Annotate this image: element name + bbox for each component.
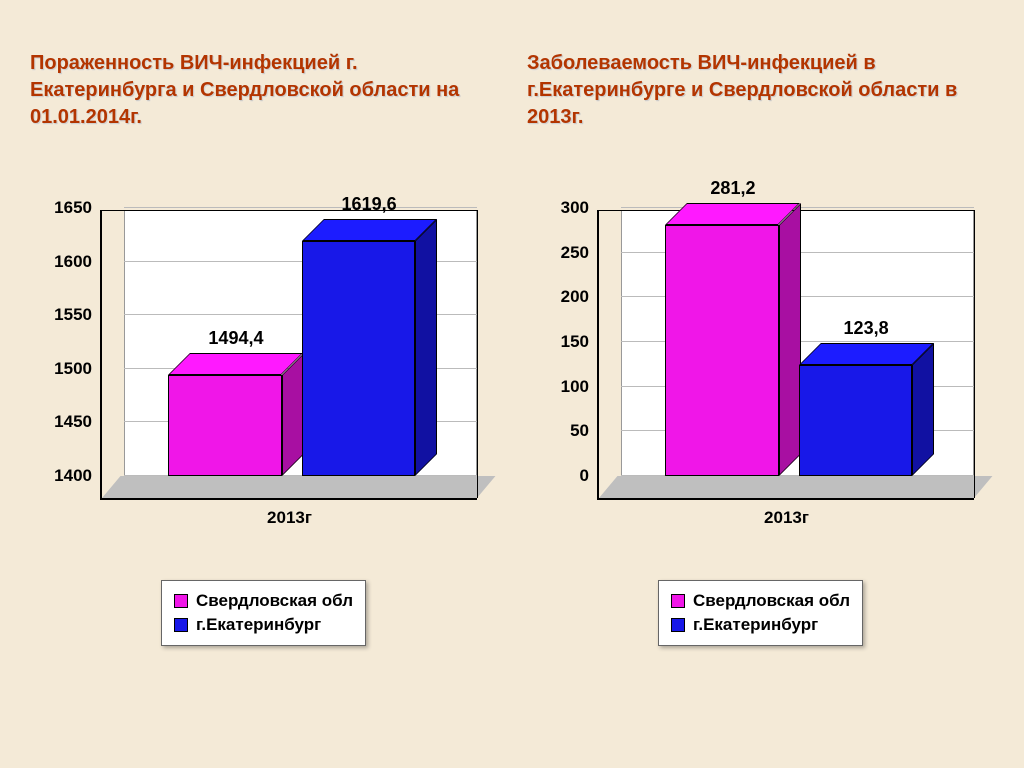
legend-item: Свердловская обл [671, 589, 850, 613]
y-tick-label: 150 [529, 332, 589, 352]
legend-label: г.Екатеринбург [196, 615, 321, 635]
legend-item: Свердловская обл [174, 589, 353, 613]
chart-title-left: Пораженность ВИЧ-инфекцией г. Екатеринбу… [30, 50, 497, 160]
bar-value-label: 1619,6 [299, 194, 439, 215]
y-tick-label: 1400 [32, 466, 92, 486]
chart-title-right: Заболеваемость ВИЧ-инфекцией в г.Екатери… [527, 50, 994, 160]
x-axis-label: 2013г [102, 508, 477, 528]
legend-left: Свердловская обл г.Екатеринбург [161, 580, 366, 646]
y-tick-label: 1500 [32, 359, 92, 379]
legend-right: Свердловская обл г.Екатеринбург [658, 580, 863, 646]
bar-front [168, 375, 281, 476]
y-tick-label: 50 [529, 421, 589, 441]
bar-value-label: 281,2 [663, 178, 803, 199]
plot-left: 1400145015001550160016502013г1494,41619,… [100, 210, 477, 500]
y-tick-label: 200 [529, 287, 589, 307]
right-column: Заболеваемость ВИЧ-инфекцией в г.Екатери… [527, 50, 994, 748]
slide: Пораженность ВИЧ-инфекцией г. Екатеринбу… [0, 0, 1024, 768]
legend-swatch-ekb [671, 618, 685, 632]
floor [102, 476, 495, 498]
y-tick-label: 100 [529, 377, 589, 397]
chart-left: 1400 1450 1500 1550 1600 1650 2013г 1494,41619,… [30, 200, 497, 550]
y-tick-label: 1650 [32, 198, 92, 218]
bar: 1619,6 [302, 241, 415, 476]
legend-label: Свердловская обл [693, 591, 850, 611]
bar: 281,2 [665, 225, 778, 476]
y-tick-label: 250 [529, 243, 589, 263]
bar-top [168, 353, 303, 375]
y-tick-label: 300 [529, 198, 589, 218]
legend-item: г.Екатеринбург [671, 613, 850, 637]
bar-front [302, 241, 415, 476]
y-tick-label: 0 [529, 466, 589, 486]
bar-top [302, 219, 437, 241]
chart-right: 0501001502002503002013г281,2123,8 [527, 200, 994, 550]
bar-side [912, 343, 934, 476]
bar-top [799, 343, 934, 365]
legend-swatch-ekb [174, 618, 188, 632]
legend-label: г.Екатеринбург [693, 615, 818, 635]
bar-top [665, 203, 800, 225]
y-tick-label: 1550 [32, 305, 92, 325]
legend-label: Свердловская обл [196, 591, 353, 611]
bar-side [415, 219, 437, 476]
bar-value-label: 123,8 [796, 318, 936, 339]
y-tick-label: 1600 [32, 252, 92, 272]
floor [599, 476, 992, 498]
legend-swatch-sverdlovsk [174, 594, 188, 608]
bar-value-label: 1494,4 [166, 328, 306, 349]
bar: 123,8 [799, 365, 912, 476]
left-column: Пораженность ВИЧ-инфекцией г. Екатеринбу… [30, 50, 497, 748]
y-tick-label: 1450 [32, 412, 92, 432]
x-axis-label: 2013г [599, 508, 974, 528]
plot-right: 0501001502002503002013г281,2123,8 [597, 210, 974, 500]
legend-swatch-sverdlovsk [671, 594, 685, 608]
bar-front [799, 365, 912, 476]
legend-item: г.Екатеринбург [174, 613, 353, 637]
bar-front [665, 225, 778, 476]
bar: 1494,4 [168, 375, 281, 476]
